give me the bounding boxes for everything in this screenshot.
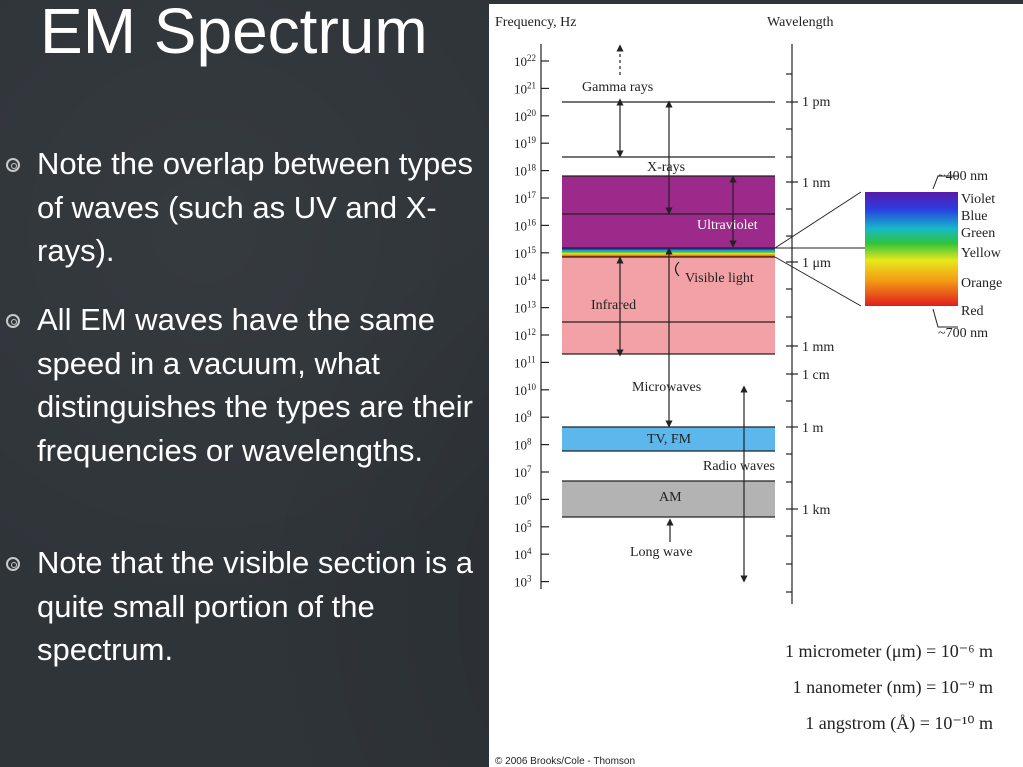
frequency-tick-label: 1021 bbox=[514, 80, 536, 96]
frequency-tick-label: 1018 bbox=[514, 163, 537, 179]
color-label-violet: Violet bbox=[961, 192, 995, 207]
frequency-tick-label: 105 bbox=[514, 519, 532, 535]
frequency-tick-label: 1011 bbox=[514, 354, 536, 370]
frequency-tick-label: 1016 bbox=[514, 217, 537, 233]
x-rays-label: X-rays bbox=[647, 160, 685, 175]
wavelength-label: 1 m bbox=[802, 421, 824, 436]
frequency-tick-label: 109 bbox=[514, 409, 532, 425]
unit-note: 1 nanometer (nm) = 10⁻⁹ m bbox=[792, 677, 993, 697]
unit-note: 1 micrometer (μm) = 10⁻⁶ m bbox=[784, 641, 993, 661]
wavelength-label: 1 nm bbox=[802, 176, 831, 191]
long-wave-label: Long wave bbox=[630, 545, 693, 560]
ultraviolet-label: Ultraviolet bbox=[697, 218, 758, 233]
frequency-tick-label: 107 bbox=[514, 464, 532, 480]
slide-title: EM Spectrum bbox=[40, 0, 428, 67]
wavelength-axis: 1 pm 1 nm 1 μm 1 mm 1 cm 1 m 1 km bbox=[786, 44, 834, 604]
frequency-tick-label: 1013 bbox=[514, 300, 537, 316]
wavelength-label: 1 mm bbox=[802, 340, 834, 355]
microwaves-label: Microwaves bbox=[632, 380, 701, 395]
wavelength-label: 1 pm bbox=[802, 95, 831, 110]
visible-spectrum-expansion bbox=[865, 192, 958, 306]
frequency-tick-label: 108 bbox=[514, 437, 532, 453]
infrared-label: Infrared bbox=[591, 298, 636, 313]
tv-fm-band bbox=[562, 427, 775, 451]
color-label-green: Green bbox=[961, 226, 995, 241]
color-label-yellow: Yellow bbox=[961, 246, 1002, 261]
frequency-tick-label: 1014 bbox=[514, 272, 537, 288]
wavelength-header: Wavelength bbox=[767, 15, 834, 30]
range-arrows bbox=[616, 44, 748, 583]
wavelength-label: 1 μm bbox=[802, 256, 831, 271]
color-label-blue: Blue bbox=[961, 209, 987, 224]
bullet-swirl-icon bbox=[6, 557, 20, 571]
visible-top-wavelength: ~400 nm bbox=[938, 169, 988, 184]
visible-light-label: Visible light bbox=[685, 271, 754, 286]
visible-zoom-lines bbox=[774, 191, 865, 307]
frequency-tick-label: 1017 bbox=[514, 190, 537, 206]
bullet-text: Note the overlap between types of waves … bbox=[37, 146, 473, 268]
wavelength-label: 1 cm bbox=[802, 368, 830, 383]
frequency-tick-label: 106 bbox=[514, 491, 532, 507]
am-band bbox=[562, 481, 775, 517]
unit-note: 1 angstrom (Å) = 10⁻¹⁰ m bbox=[805, 713, 993, 733]
radio-waves-label: Radio waves bbox=[703, 459, 775, 474]
tv-fm-label: TV, FM bbox=[647, 432, 692, 447]
bullet-swirl-icon bbox=[6, 314, 20, 328]
gamma-rays-label: Gamma rays bbox=[582, 80, 653, 95]
frequency-tick-label: 1010 bbox=[514, 382, 537, 398]
frequency-tick-label: 1012 bbox=[514, 327, 536, 343]
color-label-orange: Orange bbox=[961, 276, 1002, 291]
am-label: AM bbox=[659, 490, 682, 505]
color-label-red: Red bbox=[961, 304, 984, 319]
frequency-header: Frequency, Hz bbox=[495, 15, 577, 30]
frequency-axis: 1022 1021 1020 1019 1018 1017 1016 1015 1014 1013… bbox=[514, 44, 549, 590]
visible-bottom-wavelength: ~700 nm bbox=[938, 326, 988, 341]
frequency-tick-label: 1015 bbox=[514, 245, 537, 261]
frequency-tick-label: 1022 bbox=[514, 53, 536, 69]
frequency-tick-label: 1020 bbox=[514, 108, 537, 124]
frequency-tick-label: 104 bbox=[514, 546, 532, 562]
frequency-tick-label: 103 bbox=[514, 574, 532, 590]
figure-credit: © 2006 Brooks/Cole - Thomson bbox=[495, 756, 636, 767]
bullet-swirl-icon bbox=[6, 158, 20, 172]
bullet-text: Note that the visible section is a quite… bbox=[37, 545, 473, 667]
wavelength-label: 1 km bbox=[802, 503, 831, 518]
frequency-tick-label: 1019 bbox=[514, 135, 537, 151]
em-spectrum-figure: Frequency, Hz Wavelength 1022 1021 1 bbox=[489, 4, 1023, 767]
bullet-text: All EM waves have the same speed in a va… bbox=[37, 302, 473, 468]
